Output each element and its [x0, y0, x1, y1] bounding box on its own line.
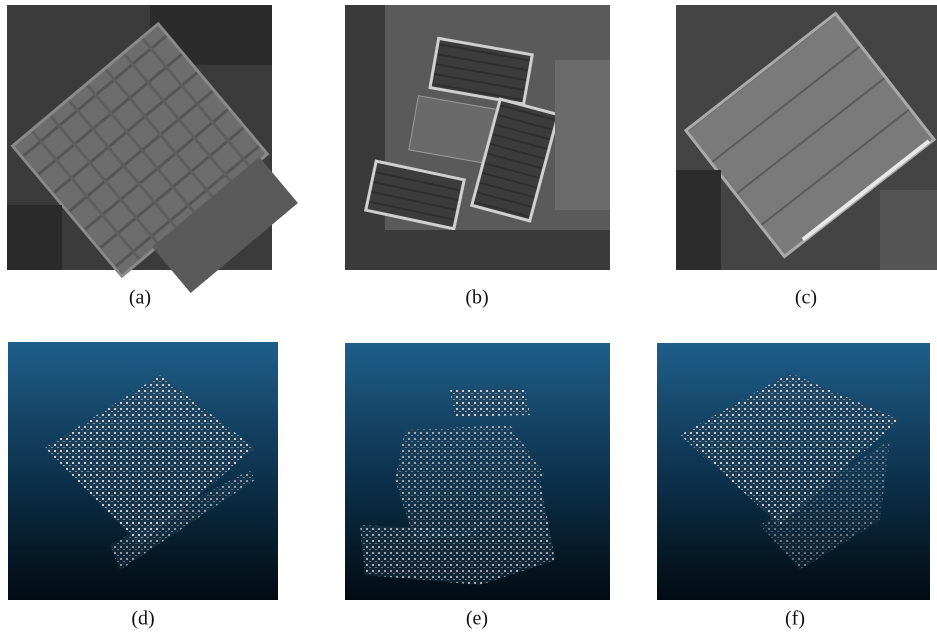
caption: (d) [131, 608, 154, 630]
pointcloud-e [345, 343, 610, 600]
caption: (f) [785, 608, 805, 630]
caption: (b) [465, 287, 488, 309]
image-c [676, 5, 937, 270]
image-b [345, 5, 610, 270]
image-a [7, 5, 298, 293]
caption: (a) [129, 287, 151, 309]
pointcloud-f [657, 343, 930, 600]
caption: (e) [466, 608, 488, 630]
pointcloud-d [8, 342, 278, 600]
caption: (c) [795, 287, 817, 309]
